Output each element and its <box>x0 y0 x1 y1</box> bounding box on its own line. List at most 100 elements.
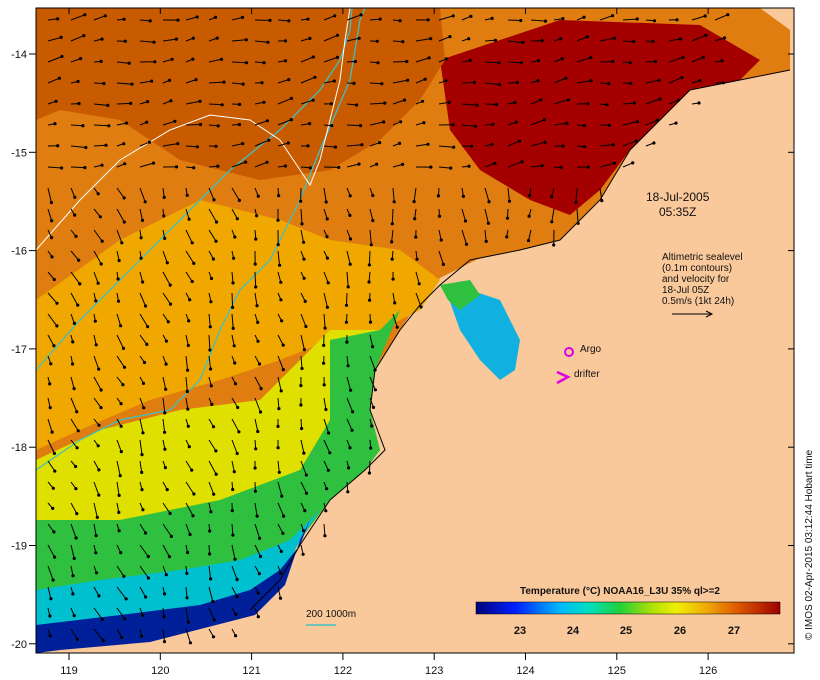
velocity-arrowhead <box>281 343 285 347</box>
velocity-arrowhead <box>74 487 78 491</box>
velocity-arrowhead <box>257 572 261 576</box>
velocity-arrowhead <box>371 218 375 223</box>
velocity-arrowhead <box>429 37 433 41</box>
velocity-arrow <box>622 18 638 21</box>
velocity-arrow <box>507 140 520 147</box>
velocity-arrow <box>484 187 490 202</box>
velocity-arrowhead <box>412 200 416 204</box>
velocity-arrowhead <box>71 592 75 596</box>
velocity-arrowhead <box>139 634 144 638</box>
colorbar-tick-label: 24 <box>567 625 580 637</box>
velocity-arrowhead <box>464 242 469 246</box>
velocity-arrowhead <box>486 221 490 225</box>
velocity-arrowhead <box>279 389 283 393</box>
velocity-arrowhead <box>467 37 471 41</box>
velocity-arrowhead <box>77 102 81 106</box>
velocity-arrow <box>392 79 408 84</box>
velocity-arrowhead <box>505 216 510 220</box>
velocity-arrowhead <box>54 99 58 103</box>
velocity-arrowhead <box>141 613 145 617</box>
velocity-arrowhead <box>168 511 172 516</box>
velocity-arrowhead <box>231 533 235 537</box>
velocity-arrow <box>599 37 615 42</box>
colorbar-title: Temperature (°C) NOAA16_L3U 35% ql>=2 <box>520 586 720 597</box>
velocity-arrow <box>323 34 338 42</box>
velocity-arrowhead <box>559 37 563 41</box>
velocity-arrow <box>93 124 109 127</box>
velocity-arrow <box>346 292 348 306</box>
velocity-arrow <box>47 544 56 558</box>
velocity-arrowhead <box>119 324 123 328</box>
velocity-arrowhead <box>370 424 374 428</box>
velocity-arrowhead <box>333 14 337 18</box>
velocity-arrowhead <box>73 213 77 217</box>
velocity-arrowhead <box>653 59 658 64</box>
velocity-arrow <box>93 250 102 265</box>
velocity-arrowhead <box>306 144 310 148</box>
velocity-arrow <box>162 38 177 42</box>
velocity-arrowhead <box>448 35 452 39</box>
velocity-arrow <box>438 36 451 42</box>
velocity-arrowhead <box>94 534 98 538</box>
velocity-arrow <box>461 208 466 222</box>
velocity-arrowhead <box>141 381 146 385</box>
velocity-arrowhead <box>52 451 57 455</box>
velocity-arrow <box>392 187 395 202</box>
velocity-arrow <box>208 334 211 351</box>
velocity-arrow <box>668 99 679 105</box>
velocity-arrow <box>277 119 292 126</box>
velocity-arrowhead <box>494 102 499 107</box>
velocity-arrowhead <box>335 55 339 60</box>
velocity-arrow <box>599 187 603 201</box>
velocity-arrow <box>139 40 155 43</box>
velocity-arrowhead <box>680 76 684 80</box>
velocity-arrowhead <box>421 99 425 103</box>
velocity-arrowhead <box>540 39 544 43</box>
velocity-arrowhead <box>429 165 433 169</box>
velocity-arrowhead <box>475 103 479 107</box>
velocity-arrowhead <box>505 235 509 239</box>
velocity-arrow <box>93 523 97 536</box>
velocity-arrowhead <box>99 406 103 410</box>
velocity-arrowhead <box>121 383 125 387</box>
velocity-arrowhead <box>234 634 238 638</box>
velocity-arrowhead <box>652 141 656 145</box>
velocity-arrow <box>392 40 403 43</box>
velocity-arrowhead <box>244 38 248 42</box>
velocity-arrowhead <box>48 382 52 386</box>
velocity-arrowhead <box>56 144 60 148</box>
velocity-arrowhead <box>144 595 148 599</box>
velocity-arrowhead <box>283 164 287 168</box>
velocity-arrowhead <box>84 145 88 150</box>
velocity-arrow <box>231 61 247 64</box>
velocity-arrow <box>116 355 125 368</box>
velocity-arrowhead <box>233 382 238 386</box>
velocity-arrowhead <box>299 403 303 407</box>
velocity-arrow <box>70 145 86 148</box>
velocity-arrowhead <box>148 19 152 23</box>
velocity-arrowhead <box>153 60 157 64</box>
velocity-arrowhead <box>232 470 236 474</box>
velocity-arrowhead <box>325 217 329 221</box>
velocity-arrowhead <box>300 426 304 431</box>
velocity-arrowhead <box>150 79 154 83</box>
velocity-arrowhead <box>192 261 196 265</box>
velocity-arrow <box>70 628 78 640</box>
velocity-arrowhead <box>253 262 257 266</box>
velocity-arrowhead <box>256 615 260 619</box>
velocity-arrow <box>461 15 472 21</box>
velocity-arrowhead <box>209 300 213 304</box>
velocity-arrow <box>392 292 396 303</box>
velocity-arrowhead <box>543 140 547 144</box>
velocity-arrowhead <box>142 406 146 410</box>
velocity-arrowhead <box>304 491 309 495</box>
velocity-arrow <box>415 271 420 284</box>
velocity-arrowhead <box>280 494 284 498</box>
velocity-arrowhead <box>72 614 76 618</box>
velocity-arrowhead <box>467 164 471 168</box>
velocity-arrowhead <box>402 98 407 102</box>
velocity-arrowhead <box>120 241 124 245</box>
velocity-arrow <box>208 58 222 63</box>
velocity-arrowhead <box>703 14 707 18</box>
isobath-scale-label: 200 1000m <box>306 609 357 620</box>
